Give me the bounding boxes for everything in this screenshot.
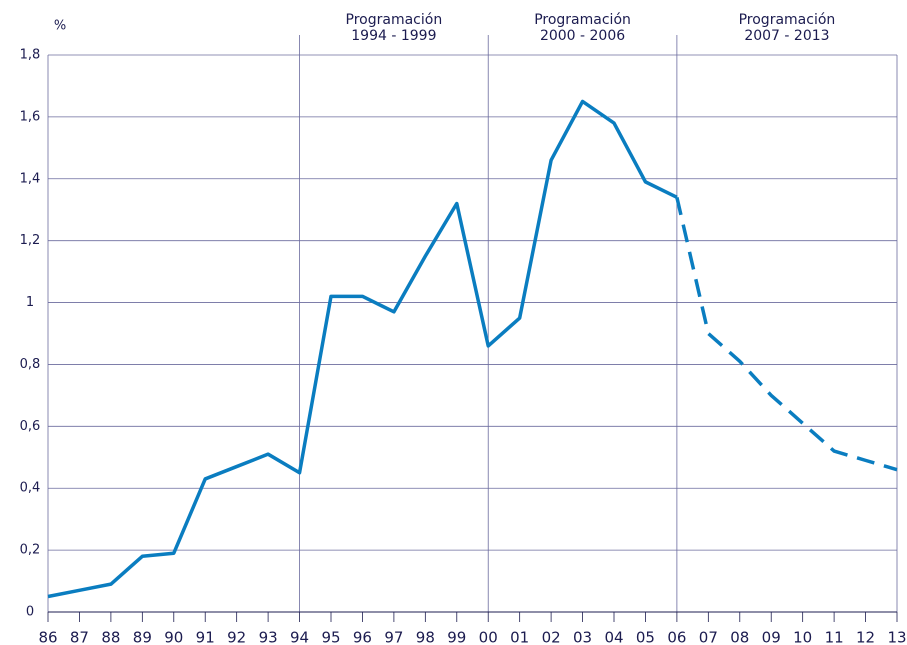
period-label: Programación [346, 12, 443, 28]
x-tick-label: 06 [667, 629, 686, 645]
period-label: 1994 - 1999 [351, 28, 436, 44]
x-tick-label: 09 [762, 629, 781, 645]
period-label: Programación [739, 12, 836, 28]
x-tick-label: 88 [101, 629, 120, 645]
x-tick-label: 12 [856, 629, 875, 645]
x-tick-label: 08 [730, 629, 749, 645]
y-tick-label: 0,6 [20, 419, 41, 434]
y-tick-label: 1,8 [20, 48, 41, 63]
x-tick-label: 99 [447, 629, 466, 645]
x-tick-label: 96 [353, 629, 372, 645]
x-tick-label: 97 [384, 629, 403, 645]
y-tick-label: 0,2 [20, 543, 41, 558]
x-tick-label: 03 [573, 629, 592, 645]
x-tick-label: 07 [699, 629, 718, 645]
x-tick-label: 02 [542, 629, 561, 645]
x-tick-label: 04 [604, 629, 623, 645]
x-tick-label: 91 [196, 629, 215, 645]
x-tick-label: 92 [227, 629, 246, 645]
x-tick-label: 10 [793, 629, 812, 645]
y-tick-label: 1,6 [20, 109, 41, 124]
period-label: 2007 - 2013 [744, 28, 829, 44]
y-tick-label: 1,2 [20, 233, 41, 248]
y-tick-label: 0 [26, 605, 34, 620]
x-tick-label: 95 [321, 629, 340, 645]
x-tick-label: 98 [416, 629, 435, 645]
x-tick-label: 05 [636, 629, 655, 645]
x-tick-label: 90 [164, 629, 183, 645]
x-tick-label: 93 [259, 629, 278, 645]
y-tick-label: 1,4 [20, 171, 41, 186]
y-axis-label: % [54, 19, 66, 34]
period-label: Programación [534, 12, 631, 28]
period-label: 2000 - 2006 [540, 28, 625, 44]
x-tick-label: 11 [825, 629, 844, 645]
y-tick-label: 0,8 [20, 357, 41, 372]
x-tick-label: 89 [133, 629, 152, 645]
y-tick-label: 0,4 [20, 481, 41, 496]
data-line [675, 196, 898, 472]
x-tick-label: 13 [887, 629, 906, 645]
x-tick-label: 86 [38, 629, 57, 645]
y-tick-label: 1 [26, 295, 34, 310]
x-tick-label: 00 [479, 629, 498, 645]
data-line [47, 99, 678, 599]
x-tick-label: 94 [290, 629, 309, 645]
x-tick-label: 87 [70, 629, 89, 645]
x-tick-label: 01 [510, 629, 529, 645]
